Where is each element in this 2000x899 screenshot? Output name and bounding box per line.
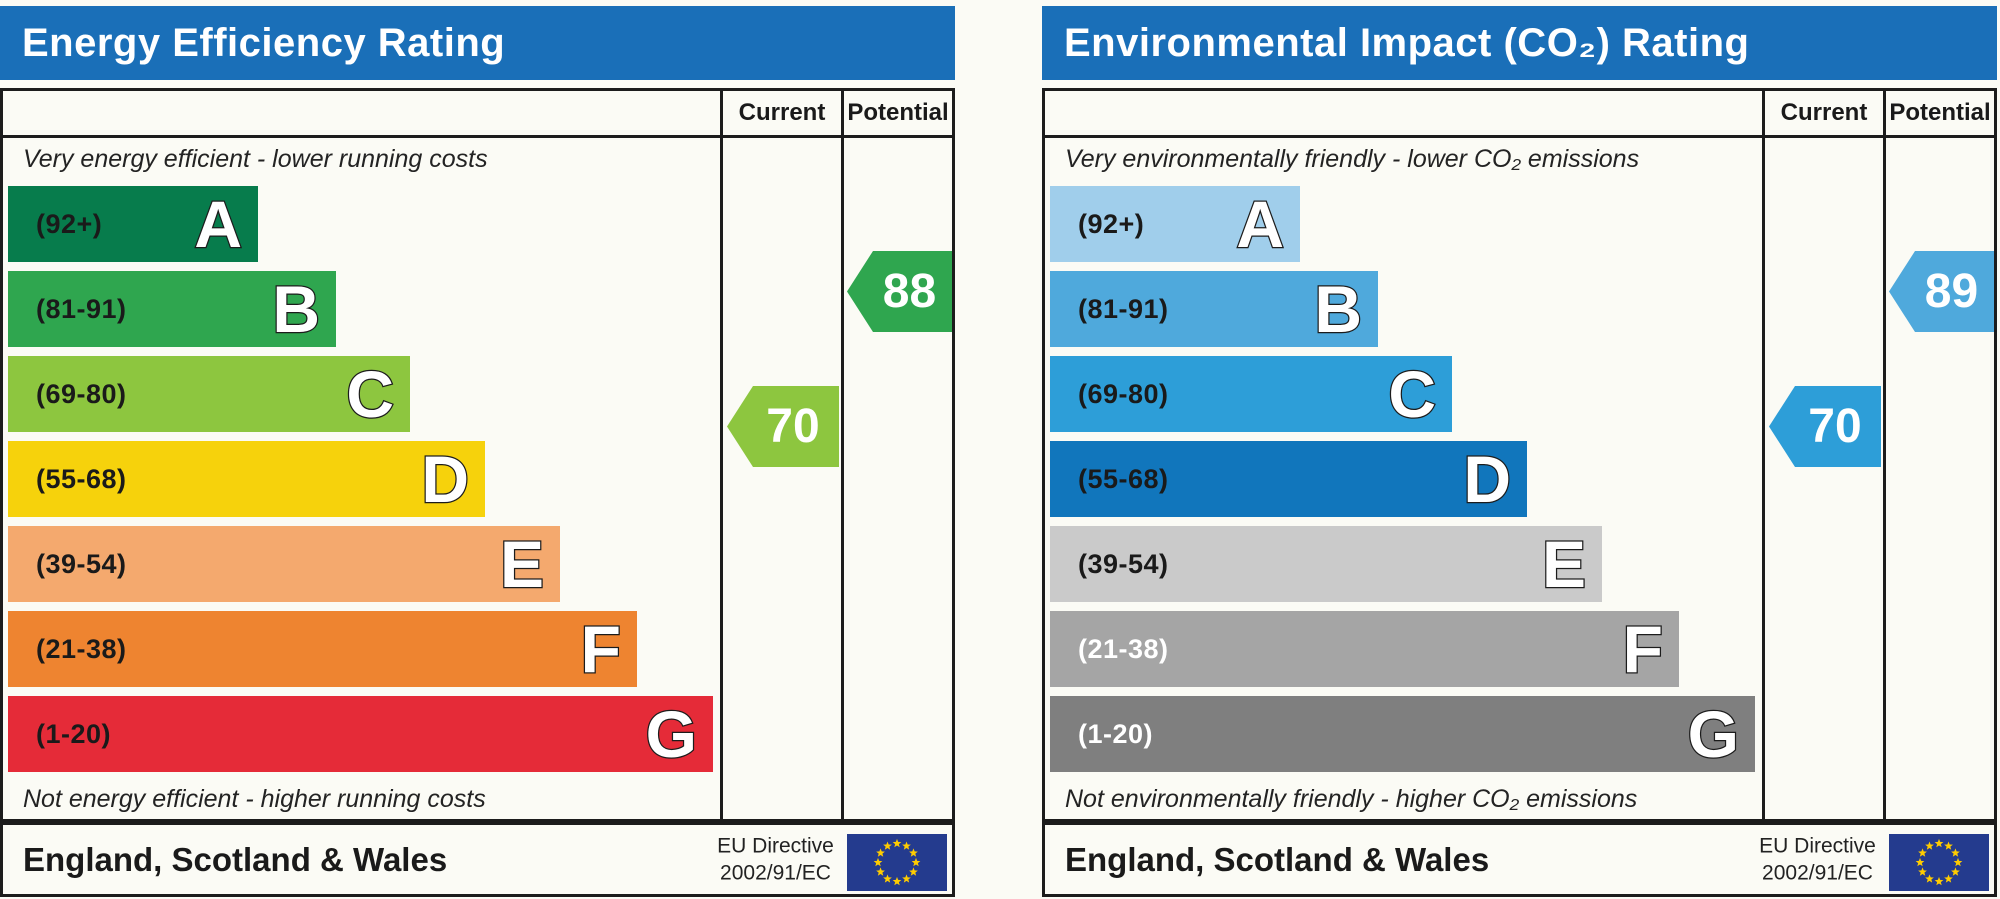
potential-rating-value: 89 [1924, 265, 1979, 318]
bands-container: (92+) A (81-91) B (69-80) C (55-68) D (39-54) E (2… [1050, 186, 1762, 781]
band-letter: C [345, 356, 395, 433]
band-range-label: (55-68) [36, 463, 127, 494]
band-range-label: (1-20) [36, 718, 112, 749]
band-letter: D [1462, 441, 1512, 518]
eu-flag-icon [847, 834, 947, 891]
panel-title: Energy Efficiency Rating [22, 21, 506, 65]
band-letter: F [579, 611, 622, 688]
band-row-b: (81-91) B [8, 271, 336, 347]
band-row-c: (69-80) C [8, 356, 410, 432]
current-rating-value: 70 [1808, 400, 1862, 453]
band-row-e: (39-54) E [8, 526, 560, 602]
eu-directive-label: EU Directive 2002/91/EC [703, 832, 848, 887]
band-letter: E [1541, 526, 1588, 603]
band-row-f: (21-38) F [1050, 611, 1679, 687]
current-rating-value: 70 [766, 400, 820, 453]
energy-efficiency-rating-panel: Energy Efficiency Rating Current Potenti… [0, 0, 958, 899]
band-row-d: (55-68) D [1050, 441, 1527, 517]
bands-container: (92+) A (81-91) B (69-80) C (55-68) D (39-54) E (2… [8, 186, 720, 781]
column-divider [1762, 91, 1765, 819]
panel-title: Environmental Impact (CO₂) Rating [1064, 21, 1750, 65]
band-row-a: (92+) A [8, 186, 258, 262]
band-range-label: (39-54) [36, 548, 127, 579]
band-range-label: (81-91) [1078, 293, 1169, 324]
panel-footer: England, Scotland & Wales EU Directive 2… [0, 822, 955, 897]
current-rating-arrow: 70 [1769, 386, 1881, 467]
band-letter: A [1235, 186, 1285, 263]
potential-rating-value: 88 [882, 265, 937, 318]
band-range-label: (92+) [1078, 208, 1145, 239]
panel-title-bar: Environmental Impact (CO₂) Rating [1042, 6, 1997, 80]
region-label: England, Scotland & Wales [1065, 841, 1490, 878]
header-divider [3, 135, 952, 138]
current-column-header: Current [1780, 99, 1868, 126]
potential-column-header: Potential [1889, 99, 1991, 126]
rating-chart: Current Potential Very environmentally f… [1042, 88, 1997, 822]
band-row-e: (39-54) E [1050, 526, 1602, 602]
band-range-label: (69-80) [36, 378, 127, 409]
band-letter: F [1621, 611, 1664, 688]
band-range-label: (1-20) [1078, 718, 1154, 749]
eu-directive-line2: 2002/91/EC [720, 861, 831, 885]
header-divider [1045, 135, 1994, 138]
top-caption: Very energy efficient - lower running co… [23, 145, 488, 173]
potential-column-header: Potential [847, 99, 949, 126]
bottom-caption: Not environmentally friendly - higher CO… [1065, 785, 1638, 813]
eu-directive-line2: 2002/91/EC [1762, 861, 1873, 885]
band-row-d: (55-68) D [8, 441, 485, 517]
band-letter: D [420, 441, 470, 518]
rating-chart: Current Potential Very energy efficient … [0, 88, 955, 822]
eu-directive-line1: EU Directive [717, 834, 834, 858]
band-letter: C [1387, 356, 1437, 433]
column-divider [841, 91, 844, 819]
region-label: England, Scotland & Wales [23, 841, 448, 878]
band-letter: G [1686, 696, 1740, 773]
band-row-g: (1-20) G [8, 696, 713, 772]
current-rating-arrow: 70 [727, 386, 839, 467]
panel-title-bar: Energy Efficiency Rating [0, 6, 955, 80]
band-row-f: (21-38) F [8, 611, 637, 687]
band-row-a: (92+) A [1050, 186, 1300, 262]
band-letter: A [193, 186, 243, 263]
potential-rating-arrow: 89 [1889, 251, 1994, 332]
bottom-caption: Not energy efficient - higher running co… [23, 785, 486, 813]
band-row-g: (1-20) G [1050, 696, 1755, 772]
band-letter: B [271, 271, 321, 348]
band-range-label: (21-38) [1078, 633, 1169, 664]
current-column-header: Current [738, 99, 826, 126]
band-letter: G [644, 696, 698, 773]
band-row-c: (69-80) C [1050, 356, 1452, 432]
band-range-label: (92+) [36, 208, 103, 239]
band-range-label: (21-38) [36, 633, 127, 664]
band-range-label: (81-91) [36, 293, 127, 324]
top-caption: Very environmentally friendly - lower CO… [1065, 145, 1640, 173]
eu-flag-icon [1889, 834, 1989, 891]
band-range-label: (55-68) [1078, 463, 1169, 494]
band-letter: B [1313, 271, 1363, 348]
band-letter: E [499, 526, 546, 603]
column-divider [720, 91, 723, 819]
eu-directive-label: EU Directive 2002/91/EC [1745, 832, 1890, 887]
panel-footer: England, Scotland & Wales EU Directive 2… [1042, 822, 1997, 897]
eu-directive-line1: EU Directive [1759, 834, 1876, 858]
band-range-label: (39-54) [1078, 548, 1169, 579]
potential-rating-arrow: 88 [847, 251, 952, 332]
band-row-b: (81-91) B [1050, 271, 1378, 347]
band-range-label: (69-80) [1078, 378, 1169, 409]
column-divider [1883, 91, 1886, 819]
environmental-impact-rating-panel: Environmental Impact (CO₂) Rating Curren… [1042, 0, 2000, 899]
